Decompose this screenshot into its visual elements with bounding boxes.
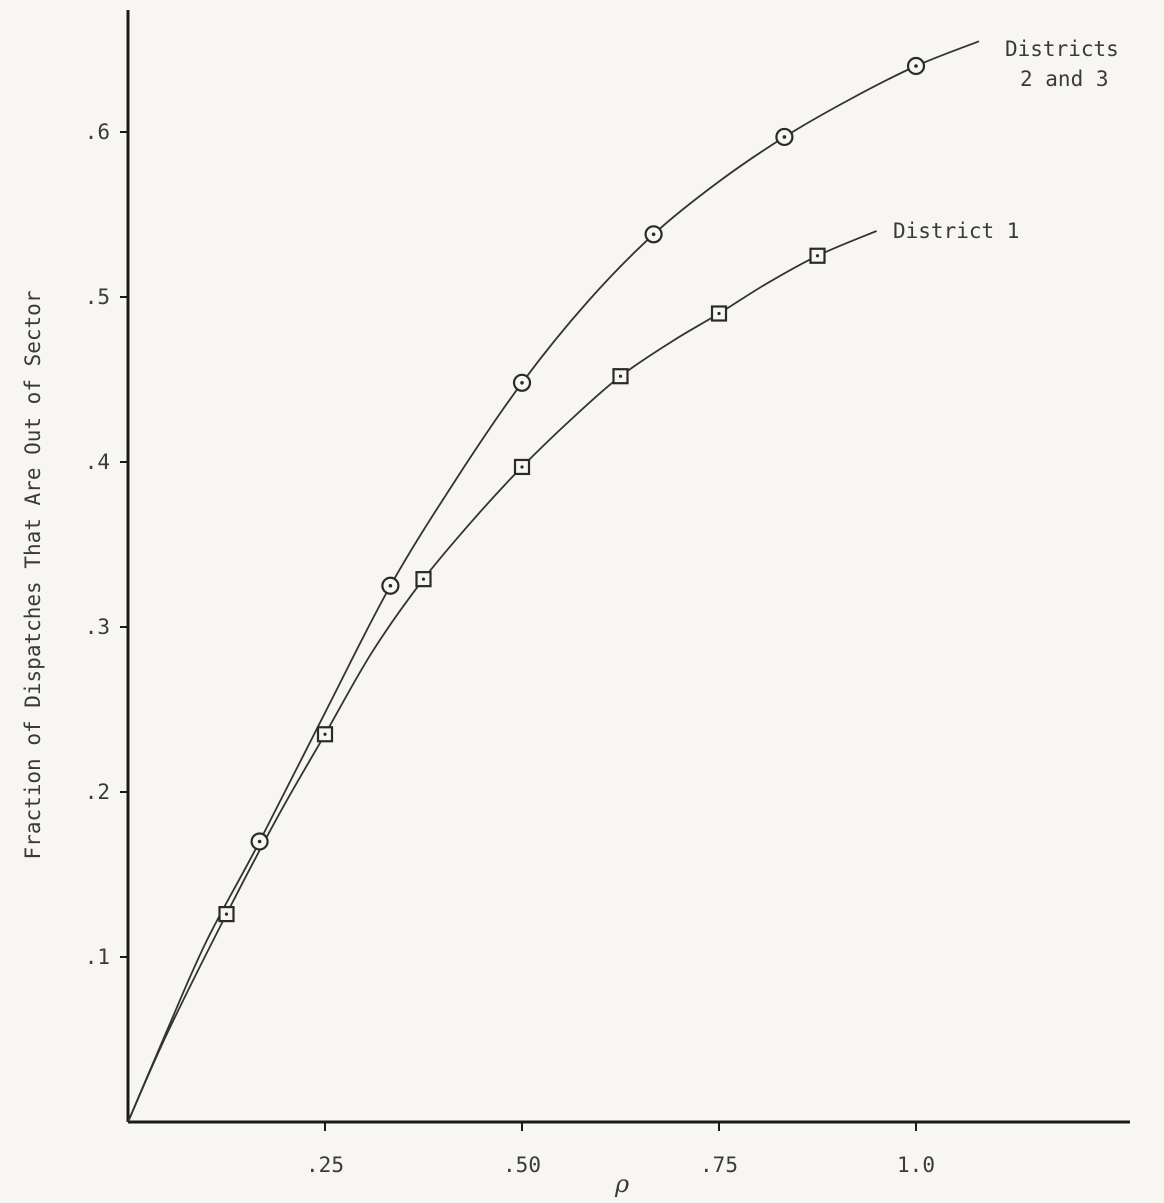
marker-center-dot [782, 135, 787, 139]
data-point-circle [644, 225, 663, 244]
y-tick-label: .2 [85, 780, 110, 804]
marker-center-dot [815, 254, 820, 258]
y-tick-label: .1 [85, 945, 110, 969]
x-tick-label: .50 [503, 1153, 541, 1177]
x-tick-label: .25 [306, 1153, 344, 1177]
marker-center-dot [257, 839, 262, 844]
marker-center-dot [323, 732, 327, 736]
series-label-line-1: Districts [1005, 37, 1119, 61]
series-label-line-1: District 1 [893, 219, 1019, 243]
data-point-square [513, 458, 531, 476]
data-point-square [316, 726, 334, 743]
curves [127, 40, 980, 1123]
marker-center-dot [618, 374, 623, 378]
y-tick-label: .3 [85, 615, 110, 639]
series-label-line-2: 2 and 3 [1020, 67, 1109, 91]
marker-center-dot [520, 465, 524, 469]
marker-center-dot [520, 381, 524, 385]
y-tick-label: .5 [85, 285, 110, 309]
axes [126, 10, 1130, 1124]
marker-center-dot [914, 64, 918, 68]
series-label-districts-2-and-3: Districts 2 and 3 [1005, 37, 1131, 91]
data-point-square [218, 905, 235, 923]
x-tick-label: .75 [700, 1153, 738, 1177]
marker-center-dot [717, 311, 721, 316]
y-ticks: .1 .2 .3 .4 .5 .6 [85, 120, 128, 969]
x-axis-title: ρ [614, 1170, 629, 1198]
markers [218, 56, 926, 923]
data-point-circle [906, 56, 926, 76]
data-point-square [612, 368, 629, 385]
y-tick-label: .6 [85, 120, 110, 144]
x-tick-label: 1.0 [897, 1153, 935, 1177]
data-point-square [415, 571, 432, 588]
series-label-district-1: District 1 [893, 219, 1019, 243]
data-point-circle [250, 832, 269, 851]
series-line-districts-2-and-3 [127, 40, 980, 1123]
marker-center-dot [388, 583, 393, 588]
series-line-district-1 [127, 230, 877, 1123]
data-point-square [710, 305, 728, 322]
data-point-circle [512, 373, 532, 392]
marker-center-dot [651, 232, 656, 237]
data-point-square [809, 247, 826, 264]
marker-center-dot [224, 912, 229, 916]
data-point-circle [775, 127, 794, 147]
marker-center-dot [421, 577, 426, 581]
y-tick-label: .4 [85, 450, 110, 474]
x-ticks: .25 .50 .75 1.0 [306, 1122, 935, 1177]
y-axis-title: Fraction of Dispatches That Are Out of S… [21, 291, 45, 860]
data-point-circle [381, 576, 400, 595]
